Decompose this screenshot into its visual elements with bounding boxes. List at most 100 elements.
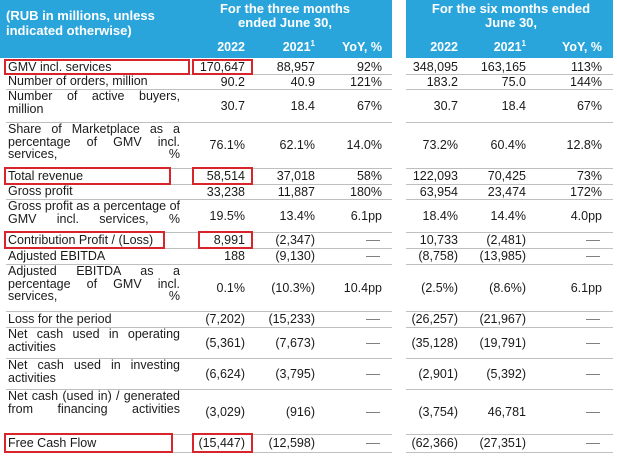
table-row: Free Cash Flow (15,447) (12,598) (62,366) (2… [0, 434, 617, 452]
table-row: Net cash used in operating activities (5,… [0, 327, 617, 358]
three-months-heading: For the three months ended June 30, [219, 1, 350, 30]
dash-mark [586, 342, 600, 344]
row-label: Net cash used in investing activities [8, 358, 180, 385]
table-row: Gross profit 33,238 11,887 180% 63,954 23,474… [0, 184, 617, 199]
value-h21: 14.4% [490, 208, 526, 223]
value-hy: 6.1pp [570, 280, 602, 295]
value-qy: 10.4pp [343, 280, 382, 295]
value-h21: 18.4 [501, 98, 526, 113]
right-row-rule [406, 452, 613, 453]
value-h22: 183.2 [426, 74, 458, 89]
right-row-rule [406, 311, 613, 312]
left-row-rule [6, 122, 392, 123]
value-h21: (27,351) [479, 436, 526, 450]
value-qy: 92% [356, 60, 382, 74]
value-h22: 73.2% [422, 138, 458, 152]
dash-mark [366, 319, 380, 320]
dash-mark [586, 373, 600, 375]
left-header: (RUB in millions, unless indicated other… [0, 0, 392, 58]
dash-mark [586, 240, 600, 241]
col-2022: 2022 [217, 40, 245, 54]
value-qy: 6.1pp [350, 208, 382, 223]
value-q22: 19.5% [209, 208, 245, 223]
value-q21: (10.3%) [271, 280, 315, 295]
right-panel: For the six months ended June 30, 2022 2… [406, 0, 613, 462]
value-q21: 62.1% [279, 138, 315, 152]
row-label: GMV incl. services [8, 59, 112, 74]
value-q22: (5,361) [205, 335, 245, 350]
table-row: Gross profit as a percentage of GMV incl… [0, 199, 617, 232]
dash-mark [366, 240, 380, 241]
left-row-rule [6, 264, 392, 265]
value-q21: (7,673) [275, 335, 315, 350]
value-q22: (7,202) [205, 312, 245, 326]
value-h21: (2,481) [486, 233, 526, 247]
value-q22: 58,514 [206, 169, 245, 183]
col-2022-h: 2022 [430, 40, 458, 54]
value-h21: (19,791) [479, 335, 526, 350]
value-h22: 18.4% [422, 208, 458, 223]
value-hy: 4.0pp [570, 208, 602, 223]
label-highlight-box [4, 231, 165, 249]
right-row-rule [406, 232, 613, 233]
value-h21: 46,781 [487, 404, 526, 419]
value-h22: (35,128) [411, 335, 458, 350]
value-hy: 172% [570, 184, 602, 199]
value-highlight-box [192, 433, 253, 453]
value-qy: 14.0% [346, 138, 382, 152]
value-h21: 60.4% [490, 138, 526, 152]
value-highlight-box [198, 231, 253, 249]
row-label: Adjusted EBITDA [8, 248, 106, 263]
value-highlight-box [192, 59, 253, 75]
table-row: Number of orders, million 90.2 40.9 121% 183… [0, 74, 617, 89]
value-h21: (8.6%) [489, 280, 526, 295]
right-row-rule [406, 184, 613, 185]
left-row-rule [6, 89, 392, 90]
value-h22: (26,257) [411, 312, 458, 326]
dash-mark [586, 319, 600, 320]
value-h22: (8,758) [418, 249, 458, 263]
right-row-rule [406, 389, 613, 390]
value-h21: 23,474 [487, 184, 526, 199]
value-q21: (3,795) [275, 366, 315, 381]
table-row: Total revenue 58,514 37,018 58% 122,093 70,42… [0, 168, 617, 184]
value-h22: (3,754) [418, 404, 458, 419]
value-q22: (6,624) [205, 366, 245, 381]
value-h21: (13,985) [479, 249, 526, 263]
label-highlight-box [4, 433, 173, 453]
value-q21: (9,130) [275, 249, 315, 263]
table-row: Contribution Profit / (Loss) 8,991 (2,347)… [0, 232, 617, 248]
value-h22: 30.7 [433, 98, 458, 113]
value-q22: 8,991 [213, 233, 245, 247]
value-q22: 0.1% [216, 280, 246, 295]
row-label: Free Cash Flow [8, 435, 97, 450]
label-highlight-box [4, 59, 190, 75]
value-h21: (5,392) [486, 366, 526, 381]
left-row-rule [6, 327, 392, 328]
col-yoy: YoY, % [341, 40, 382, 54]
dash-mark [366, 443, 380, 444]
six-months-heading: For the six months ended June 30, [431, 1, 591, 30]
dash-mark [586, 256, 600, 257]
value-h22: (2.5%) [421, 280, 458, 295]
row-label: Contribution Profit / (Loss) [8, 232, 154, 247]
row-label: Number of orders, million [8, 74, 148, 88]
row-label: Gross profit [8, 184, 73, 198]
value-h21: 163,165 [480, 60, 526, 74]
dash-mark [366, 342, 380, 344]
value-hy: 67% [576, 98, 602, 113]
left-row-rule [6, 199, 392, 200]
value-q22: 188 [224, 249, 245, 263]
table-row: Net cash (used in) / generated from fina… [0, 389, 617, 434]
row-label: Loss for the period [8, 311, 112, 326]
table-row: Adjusted EBITDA as a percentage of GMV i… [0, 264, 617, 311]
value-h22: 348,095 [412, 60, 458, 74]
dash-mark [366, 373, 380, 375]
value-hy: 144% [570, 74, 602, 89]
right-row-rule [406, 199, 613, 200]
value-qy: 121% [350, 74, 382, 89]
value-q22: 90.2 [220, 74, 245, 89]
dash-mark [586, 411, 600, 413]
dash-mark [366, 411, 380, 413]
table-row: Loss for the period (7,202) (15,233) (26,25… [0, 311, 617, 327]
